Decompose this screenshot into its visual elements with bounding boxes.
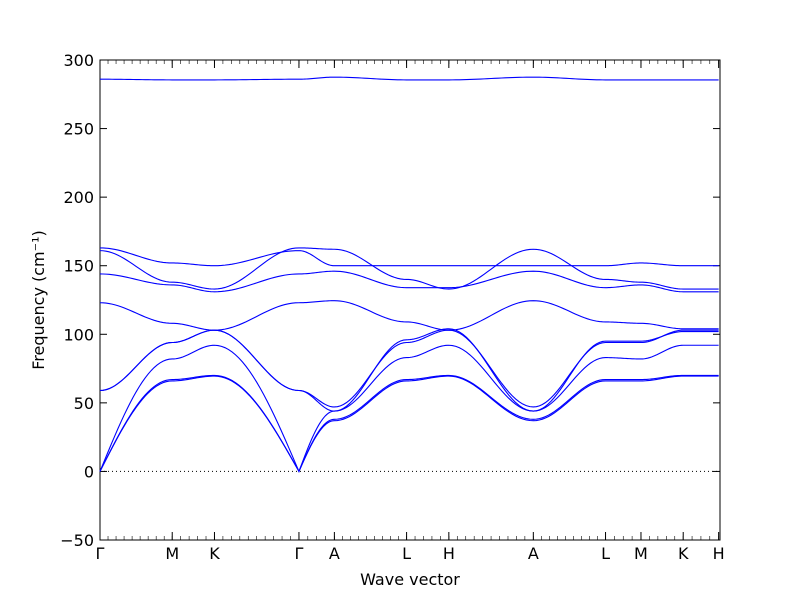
- band-line: [99, 328, 719, 412]
- y-tick-label: 100: [63, 325, 94, 344]
- x-tick-label: K: [678, 544, 689, 563]
- band-line: [99, 247, 719, 290]
- phonon-bands: [99, 76, 719, 473]
- band-line: [99, 300, 719, 331]
- plot-frame: [99, 59, 721, 541]
- y-tick-label: 150: [63, 257, 94, 276]
- x-tick-label: Γ: [294, 544, 303, 563]
- x-axis-label: Wave vector: [360, 570, 460, 589]
- x-tick-label: M: [634, 544, 648, 563]
- band-line: [99, 344, 719, 473]
- band-line: [100, 76, 719, 81]
- x-tick-label: H: [443, 544, 455, 563]
- y-axis-ticks: −50 0 50 100 150 200 250 300: [60, 51, 720, 550]
- band-line: [99, 374, 719, 473]
- y-tick-label: −50: [60, 531, 94, 550]
- x-tick-label: A: [528, 544, 539, 563]
- band-line: [99, 270, 719, 293]
- y-axis-label: Frequency (cm⁻¹): [29, 230, 48, 369]
- band-line: [99, 375, 719, 473]
- x-tick-label: L: [601, 544, 610, 563]
- x-tick-label: Γ: [96, 544, 105, 563]
- x-tick-label: H: [713, 544, 725, 563]
- x-tick-label: A: [329, 544, 340, 563]
- y-tick-label: 0: [84, 462, 94, 481]
- y-tick-label: 300: [63, 51, 94, 70]
- x-tick-label: K: [209, 544, 220, 563]
- y-tick-label: 50: [74, 394, 94, 413]
- x-tick-label: M: [165, 544, 179, 563]
- x-tick-label: L: [402, 544, 411, 563]
- band-line: [99, 247, 719, 267]
- y-tick-label: 250: [63, 120, 94, 139]
- y-tick-label: 200: [63, 188, 94, 207]
